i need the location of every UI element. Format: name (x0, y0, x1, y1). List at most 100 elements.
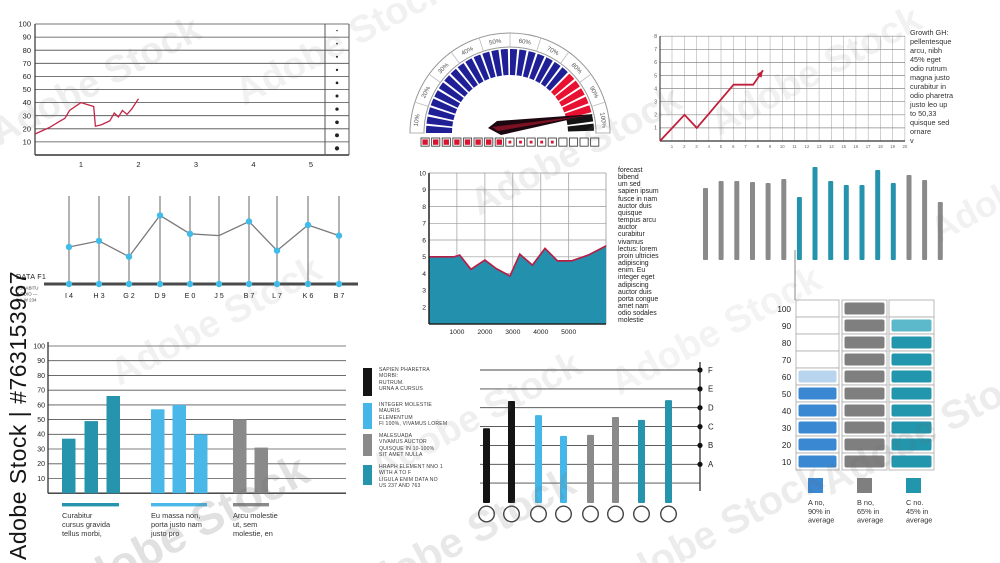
gauge-segment (430, 98, 458, 114)
baseline-dot (65, 280, 73, 288)
svg-text:3: 3 (194, 160, 198, 169)
legend-item: INTEGER MOLESTIE MAURIS ELEMENTUM FI 100%, … (363, 402, 478, 429)
gauge-segment (450, 68, 473, 92)
pulse-bar (859, 185, 865, 260)
svg-text:20: 20 (23, 124, 31, 133)
lollipop-bar (508, 401, 515, 503)
svg-text:2: 2 (422, 304, 426, 311)
axis-dot (697, 424, 703, 430)
group-bar (151, 409, 165, 494)
grid-cell-fill (844, 438, 885, 451)
forecast-note-text: forecast bibend um sed sapien ipsum fusce in… (618, 167, 703, 324)
pulse-bars-svg (703, 167, 943, 260)
pulse-bar (828, 181, 834, 260)
legend-swatch (363, 368, 372, 396)
group-bar (106, 396, 120, 494)
note-line: odio pharetra (910, 91, 954, 100)
column-marker-dot (335, 68, 339, 72)
column-marker-dot (335, 55, 339, 58)
grid-cell-fill (891, 336, 932, 349)
note-line: quisque (618, 209, 643, 217)
forecast-area-chart: 10 9 8 7 6 5 4 3 2 1000 2000 3000 4000 5000 (418, 164, 620, 343)
gauge-tick-square (579, 137, 589, 147)
svg-text:4000: 4000 (533, 329, 548, 336)
lollipop-legend: SAPIEN PHARETRA MORBI: RUTRUM. URNA A CURSU… (363, 367, 478, 517)
legend-swatch (363, 465, 372, 485)
svg-text:K 6: K 6 (303, 291, 314, 300)
legend-swatch (363, 403, 372, 429)
grid-cell (795, 333, 840, 352)
pulse-bar (718, 181, 724, 260)
svg-text:9: 9 (422, 187, 426, 194)
svg-text:F 1-W 234: F 1-W 234 (16, 298, 37, 303)
pulse-bar (906, 175, 912, 260)
pulse-bar (890, 183, 896, 260)
legend-item: MALESUADA VIVAMUS AUCTOR QUISQUE IN 10-100… (363, 433, 478, 458)
baseline-dot (156, 280, 164, 288)
svg-text:1: 1 (654, 126, 657, 132)
pulse-bar (937, 202, 943, 260)
svg-text:13: 13 (817, 144, 822, 149)
svg-text:100: 100 (18, 20, 31, 29)
group-bar (62, 438, 76, 494)
grid-cell-fill (891, 353, 932, 366)
svg-text:9: 9 (769, 144, 772, 149)
axis-dot (697, 367, 703, 373)
column-marker-dot (335, 107, 339, 111)
svg-text:90: 90 (23, 33, 31, 42)
svg-text:Arcu molestie: Arcu molestie (233, 511, 278, 520)
svg-text:14: 14 (829, 144, 834, 149)
grid-cell (888, 299, 935, 318)
pulse-bar (796, 197, 802, 260)
gauge-segment (457, 63, 478, 88)
svg-text:Curabitur: Curabitur (62, 511, 93, 520)
value-dot (95, 237, 103, 245)
svg-text:80: 80 (782, 339, 792, 348)
gauge-segment (438, 82, 464, 103)
svg-text:molestie, en: molestie, en (233, 529, 273, 538)
svg-text:10: 10 (780, 144, 785, 149)
svg-text:5: 5 (309, 160, 313, 169)
group-bar (233, 419, 247, 494)
heat-legend-swatch (808, 478, 823, 493)
lollipop-circle (477, 505, 496, 523)
svg-text:70: 70 (23, 59, 31, 68)
svg-text:50: 50 (23, 85, 31, 94)
grid-cell-fill (844, 404, 885, 417)
gauge-segment (473, 54, 490, 81)
gauge-segment (510, 48, 518, 76)
gauge-segment (566, 114, 594, 125)
gauge-segment (535, 57, 553, 84)
value-dot (125, 253, 133, 260)
data-f1-svg: I 4 H 3 G 2 D 9 E 0 J 5 B 7 L 7 K 6 B 7 DATA F1 CUR… (16, 196, 358, 303)
svg-text:1: 1 (79, 160, 83, 169)
svg-text:1000: 1000 (449, 329, 464, 336)
note-line: curabitur in (910, 82, 947, 91)
column-marker-dot (336, 29, 338, 32)
group-bar (254, 447, 268, 494)
note-line: Growth GH: (910, 28, 949, 37)
gauge-segment (428, 107, 455, 121)
svg-text:B no,: B no, (857, 498, 874, 507)
grid-cell-fill (844, 353, 885, 366)
svg-text:L 7: L 7 (272, 291, 282, 300)
svg-text:A no,: A no, (808, 498, 825, 507)
svg-text:B 7: B 7 (334, 291, 345, 300)
svg-text:5: 5 (720, 144, 723, 149)
svg-text:60: 60 (782, 373, 792, 382)
area-fill (429, 245, 607, 324)
axis-dot (697, 405, 703, 411)
note-line: lectus: lorem (618, 245, 658, 253)
gauge-chart: 10% 20% 30% 40% 50% 60% 70% 80% 90% 100% (404, 12, 616, 163)
svg-text:4: 4 (422, 271, 426, 278)
svg-text:CURABITU: CURABITU (16, 286, 38, 291)
svg-text:7: 7 (744, 144, 747, 149)
pulse-bar (922, 180, 928, 260)
gauge-segment (562, 96, 589, 113)
svg-text:60: 60 (23, 72, 31, 81)
svg-text:19: 19 (890, 144, 895, 149)
legend-item: HRAPH ELEMENT NNO 1 WITH A TO F LIGULA ENI… (363, 464, 478, 489)
gauge-segment (551, 73, 575, 96)
